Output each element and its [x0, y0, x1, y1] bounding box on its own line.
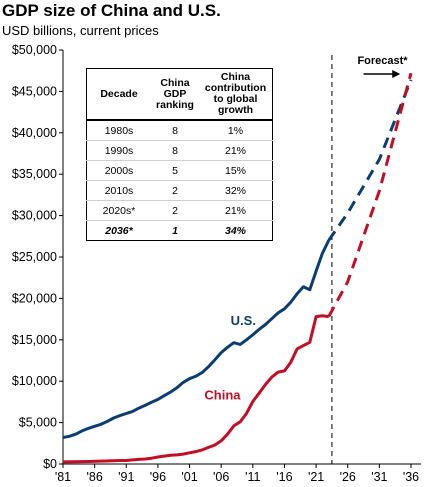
x-tick-label: '16 [276, 470, 292, 484]
table-cell: 2000s [86, 160, 151, 181]
forecast-arrow-head [392, 70, 401, 78]
series-label-china: China [204, 387, 241, 402]
series-forecast-line-china [327, 72, 413, 318]
x-tick-label: '11 [245, 470, 260, 484]
table-header-row: Decade China GDP ranking China contribut… [86, 68, 273, 121]
table-row: 2010s 2 32% [86, 180, 273, 201]
table-cell: 1% [199, 120, 273, 141]
table-row: 1980s 8 1% [86, 120, 273, 141]
table-cell: 5 [151, 160, 199, 181]
x-tick-label: '01 [181, 470, 197, 484]
table-cell: 2010s [86, 180, 151, 201]
column-header-decade: Decade [86, 68, 151, 121]
column-header-ranking: China GDP ranking [151, 68, 199, 121]
chart-title: GDP size of China and U.S. [2, 1, 221, 20]
table-cell: 2 [151, 180, 199, 201]
series-line-us [62, 239, 331, 439]
table-cell: 34% [224, 224, 246, 237]
chart-subtitle: USD billions, current prices [2, 23, 159, 38]
y-tick-label: $20,000 [12, 291, 57, 305]
table-cell: 2036* [105, 224, 133, 237]
x-tick-label: '06 [213, 470, 229, 484]
table-cell: 1980s [86, 120, 151, 141]
forecast-label: Forecast* [357, 55, 408, 67]
column-header-contribution: China contribution to global growth [199, 68, 273, 121]
series-forecast-line-us [327, 79, 413, 242]
table-cell: 21% [199, 140, 273, 161]
table-cell: 1 [172, 224, 178, 237]
x-tick-label: '31 [371, 470, 387, 484]
x-tick-label: '96 [150, 470, 166, 484]
y-tick-label: $45,000 [12, 84, 57, 98]
y-tick-label: $25,000 [12, 250, 57, 264]
x-tick-label: '36 [403, 470, 419, 484]
series-label-us: U.S. [231, 313, 256, 328]
table-cell: 32% [199, 180, 273, 201]
y-tick-label: $5,000 [19, 416, 57, 430]
y-tick-label: $40,000 [12, 126, 57, 140]
table-cell: 1990s [86, 140, 151, 161]
y-tick-label: $30,000 [12, 209, 57, 223]
x-tick-label: '86 [86, 470, 102, 484]
series-line-china [62, 314, 329, 464]
x-tick-label: '81 [55, 470, 71, 484]
table-row: 2020s* 2 21% [86, 200, 273, 221]
table-cell: 15% [199, 160, 273, 181]
x-tick-label: '26 [340, 470, 356, 484]
table-cell: 21% [199, 200, 273, 221]
x-tick-label: '21 [308, 470, 324, 484]
y-tick-label: $10,000 [12, 374, 57, 388]
table-cell: 2 [151, 200, 199, 221]
table-row: 2036* 1 34% [87, 221, 273, 241]
decade-data-table: Decade China GDP ranking China contribut… [86, 68, 273, 241]
table-row: 2000s 5 15% [86, 160, 273, 181]
table-cell: 8 [151, 140, 199, 161]
table-cell: 8 [151, 120, 199, 141]
y-tick-label: $50,000 [12, 43, 57, 57]
y-tick-label: $0 [43, 457, 57, 471]
x-tick-label: '91 [118, 470, 134, 484]
table-row: 1990s 8 21% [86, 140, 273, 161]
y-tick-label: $35,000 [12, 167, 57, 181]
y-tick-label: $15,000 [12, 333, 57, 347]
table-cell: 2020s* [86, 200, 151, 221]
